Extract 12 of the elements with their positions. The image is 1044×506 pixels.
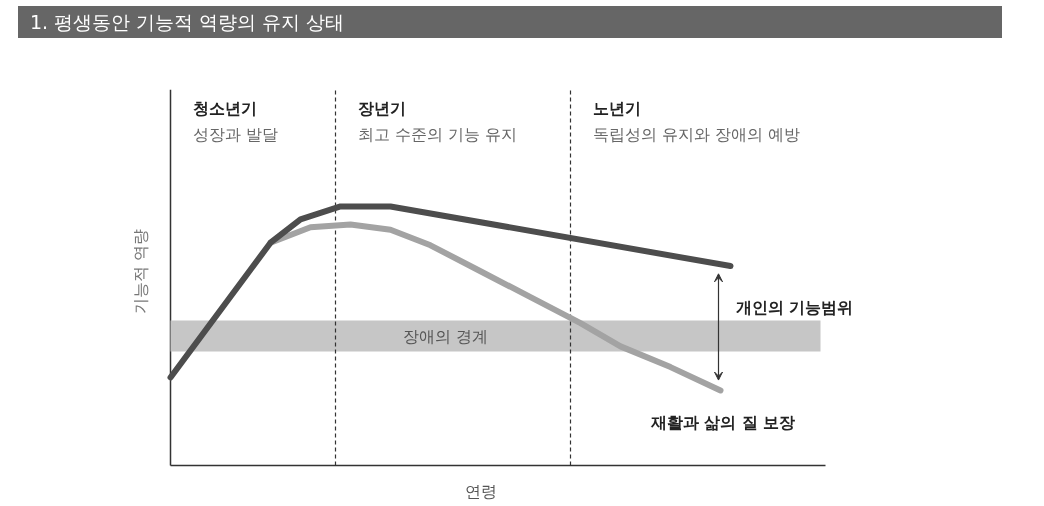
- y-axis-title: 기능적 역량: [131, 228, 150, 314]
- text: 최고 수준의 기능 유지: [357, 124, 517, 144]
- annotation: 재활과 삶의 질 보장: [649, 413, 796, 433]
- text: 성장과 발달: [192, 124, 278, 144]
- text: 청소년기: [192, 99, 257, 118]
- band-label: 장애의 경계: [402, 326, 489, 346]
- text: 노년기: [592, 99, 641, 118]
- x-axis-title: 연령: [464, 481, 497, 501]
- text: 독립성의 유지와 장애의 예방: [592, 124, 800, 144]
- annotation: 개인의 기능범위: [735, 298, 854, 317]
- text: 장년기: [357, 99, 406, 118]
- chart-title: 1. 평생동안 기능적 역량의 유지 상태: [18, 6, 1002, 38]
